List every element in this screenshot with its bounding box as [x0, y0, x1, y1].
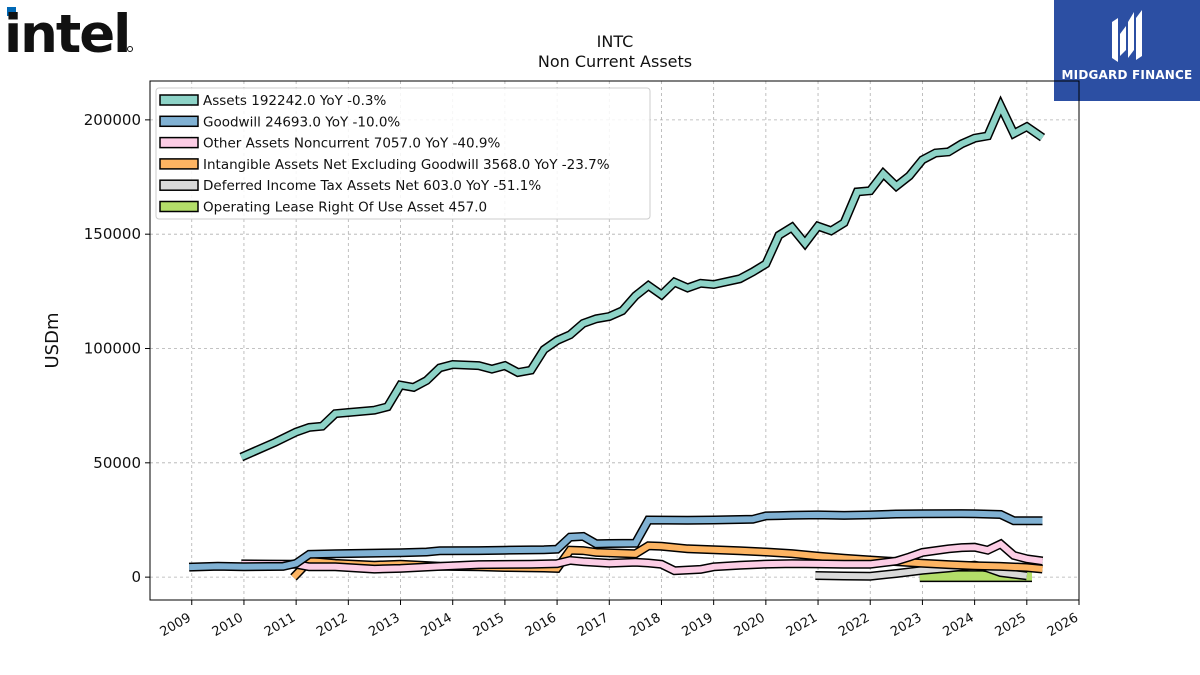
x-tick-label: 2017 [575, 610, 611, 640]
y-tick-label: 200000 [84, 111, 141, 129]
legend-swatch [159, 115, 199, 128]
y-tick-label: 100000 [84, 340, 141, 358]
legend-swatch [159, 200, 199, 213]
y-tick-label: 50000 [93, 454, 141, 472]
midgard-finance-wordmark: MIDGARD FINANCE [1061, 68, 1193, 82]
series-line [240, 98, 1045, 460]
series-lines [188, 95, 1046, 583]
x-tick-label: 2021 [784, 610, 820, 640]
intel-logo-registered-mark [127, 46, 133, 52]
legend-entry: Deferred Income Tax Assets Net 603.0 YoY… [203, 178, 541, 194]
x-tick-label: 2022 [836, 610, 872, 640]
midgard-finance-logo: MIDGARD FINANCE [1054, 0, 1200, 101]
legend-entry: Goodwill 24693.0 YoY -10.0% [203, 114, 400, 130]
plot-frame [149, 80, 1080, 601]
legend-entry: Intangible Assets Net Excluding Goodwill… [203, 157, 610, 173]
x-tick-label: 2015 [471, 610, 507, 640]
x-tick-label: 2016 [523, 610, 559, 640]
chart-ticker: INTC [596, 32, 634, 51]
x-tick-label: 2026 [1045, 610, 1081, 640]
legend-swatch [159, 158, 199, 170]
x-tick-label: 2014 [419, 610, 455, 640]
x-tick-label: 2018 [627, 610, 663, 640]
x-tick-label: 2012 [314, 610, 350, 640]
x-tick-label: 2010 [210, 610, 246, 640]
legend-box [155, 87, 651, 220]
y-tick-label: 150000 [84, 225, 141, 243]
series-line [241, 540, 1043, 574]
y-tick-label: 0 [131, 568, 141, 586]
x-tick-label: 2013 [366, 610, 402, 640]
x-tick-label: 2019 [680, 610, 716, 640]
x-tick-label: 2023 [888, 610, 924, 640]
legend: Assets 192242.0 YoY -0.3% Goodwill 24693.… [155, 87, 651, 220]
x-tick-label: 2020 [732, 610, 768, 640]
legend-entry: Assets 192242.0 YoY -0.3% [203, 93, 387, 109]
legend-entry: Other Assets Noncurrent 7057.0 YoY -40.9… [203, 136, 500, 152]
legend-swatch [159, 94, 199, 106]
intel-logo-dot [7, 7, 16, 16]
intel-logo-wordmark: intel [4, 4, 129, 60]
x-tick-label: 2009 [158, 610, 194, 640]
legend-swatch [159, 136, 199, 149]
intel-logo: intel [4, 2, 136, 65]
chart-title: Non Current Assets [537, 52, 693, 71]
y-axis-label: USDm [42, 313, 63, 369]
series-line [189, 510, 1043, 571]
x-tick-label: 2024 [940, 610, 976, 640]
legend-entry: Operating Lease Right Of Use Asset 457.0 [203, 200, 487, 216]
midgard-emblem-icon [1112, 10, 1142, 62]
legend-swatch [159, 179, 199, 191]
x-tick-label: 2011 [262, 610, 298, 640]
x-tick-label: 2025 [993, 610, 1029, 640]
